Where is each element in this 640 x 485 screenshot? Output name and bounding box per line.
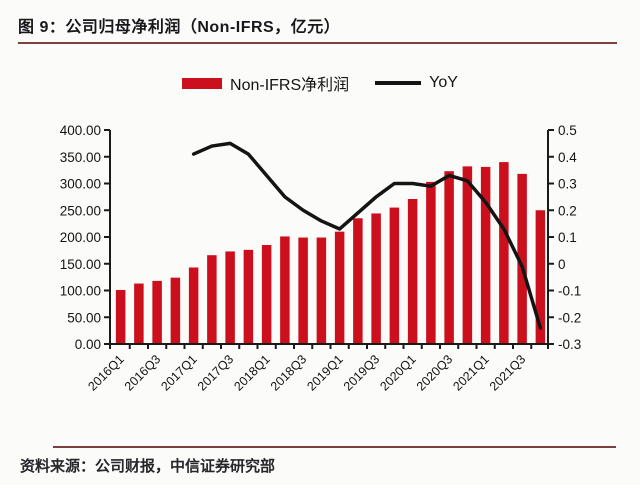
bar-2016Q1 [115,289,126,344]
bar-2017Q4 [243,249,254,344]
x-tick-label: 2018Q3 [268,352,309,393]
x-tick-label: 2021Q3 [487,352,528,393]
figure-title: 图 9：公司归母净利润（Non-IFRS，亿元） [18,19,341,36]
y-left-tick-label: 150.00 [60,257,101,272]
x-tick-label: 2020Q3 [414,352,455,393]
y-left-tick-label: 300.00 [60,177,101,192]
y-right-tick-label: 0.4 [558,150,577,165]
y-right-tick-label: 0.3 [558,177,577,192]
legend-item-bar: Non-IFRS净利润 [182,71,349,95]
bar-2021Q3 [517,173,527,344]
x-tick-label: 2018Q1 [231,352,272,393]
x-tick-label: 2021Q1 [450,352,491,393]
bar-2020Q2 [426,181,436,344]
bar-2019Q3 [371,213,381,344]
y-left-tick-label: 200.00 [60,230,101,245]
legend-item-line: YoY [375,74,458,92]
x-tick-label: 2017Q1 [158,352,199,393]
chart-legend: Non-IFRS净利润 YoY [0,70,640,96]
x-tick-label: 2017Q3 [195,352,236,393]
bar-2019Q1 [334,231,345,344]
y-left-tick-label: 250.00 [60,203,101,218]
y-left-tick-label: 0.00 [75,337,101,352]
y-left-tick-label: 50.00 [67,310,101,325]
bar-series-swatch [182,77,223,89]
y-right-tick-label: 0.1 [558,230,577,245]
source-note: 资料来源：公司财报，中信证券研究部 [20,458,276,475]
y-right-tick-label: -0.2 [558,310,581,325]
line-series-swatch [375,81,422,85]
line-series-label: YoY [429,74,458,91]
bar-series-label: Non-IFRS净利润 [230,77,350,94]
x-tick-label: 2019Q1 [304,352,345,393]
bar-2020Q1 [407,199,418,344]
y-left-tick-label: 400.00 [60,123,101,138]
bar-2020Q4 [462,166,473,344]
bar-2016Q4 [170,277,181,344]
bar-2017Q1 [188,267,199,344]
y-right-tick-label: 0.5 [558,123,577,138]
bar-2016Q2 [134,283,144,344]
bar-2019Q2 [353,218,363,344]
y-right-tick-label: 0 [558,257,566,272]
bar-2020Q3 [444,171,454,344]
x-tick-label: 2019Q3 [341,352,382,393]
bar-2018Q3 [298,237,308,344]
title-underline [18,42,617,44]
yoy-line [191,141,543,330]
y-right-tick-label: 0.2 [558,203,577,218]
bar-2018Q1 [261,245,272,344]
bar-2019Q4 [389,207,400,344]
x-tick-label: 2016Q3 [122,352,163,393]
bar-2021Q1 [480,166,491,344]
x-tick-label: 2020Q1 [377,352,418,393]
bar-2017Q2 [207,255,217,344]
bar-2021Q2 [499,162,509,344]
bar-2018Q4 [316,237,327,344]
bar-2017Q3 [225,251,235,344]
y-right-tick-label: -0.1 [558,284,581,299]
y-right-tick-label: -0.3 [558,337,581,352]
y-left-tick-label: 350.00 [60,150,101,165]
bar-2016Q3 [152,280,162,344]
y-left-tick-label: 100.00 [60,284,101,299]
bar-2018Q2 [280,236,290,344]
bar-2021Q4 [535,210,546,344]
footer-rule [53,446,616,448]
x-tick-label: 2016Q1 [85,352,126,393]
